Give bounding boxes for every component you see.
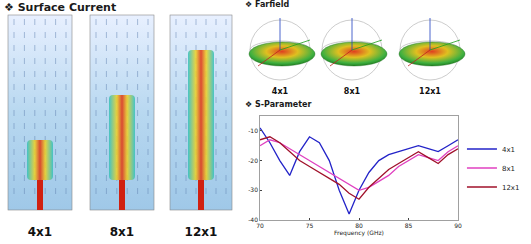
svg-text:8x1: 8x1 (502, 165, 515, 173)
svg-text:85: 85 (405, 222, 413, 229)
svg-text:-10: -10 (248, 127, 258, 134)
svg-text:4x1: 4x1 (272, 87, 289, 96)
svg-text:70: 70 (256, 222, 264, 229)
svg-text:Frequency (GHz): Frequency (GHz) (334, 229, 384, 237)
svg-text:12x1: 12x1 (185, 225, 218, 239)
svg-text:80: 80 (355, 222, 363, 229)
html-text:❖ Surface Current: ❖ Surface Current (4, 1, 117, 14)
svg-text:8x1: 8x1 (344, 87, 361, 96)
svg-text:4x1: 4x1 (502, 146, 515, 154)
html-text:❖ S-Parameter: ❖ S-Parameter (245, 100, 312, 109)
svg-text:-20: -20 (248, 157, 258, 164)
svg-text:-30: -30 (248, 186, 258, 193)
svg-text:12x1: 12x1 (502, 184, 520, 192)
svg-text:8x1: 8x1 (110, 225, 134, 239)
svg-text:75: 75 (306, 222, 314, 229)
svg-text:90: 90 (454, 222, 462, 229)
svg-text:4x1: 4x1 (28, 225, 52, 239)
svg-text:-40: -40 (248, 216, 258, 223)
html-text:❖ Farfield: ❖ Farfield (245, 0, 290, 9)
svg-text:12x1: 12x1 (419, 87, 441, 96)
